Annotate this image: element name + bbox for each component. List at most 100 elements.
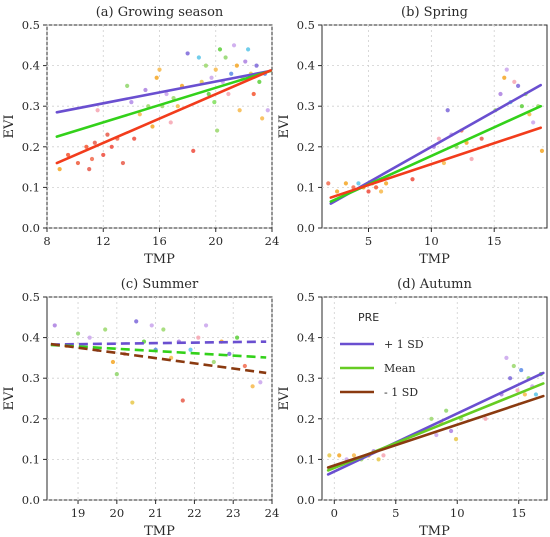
x-tick-label: 22 xyxy=(187,506,202,520)
x-tick-label: 16 xyxy=(152,234,167,248)
data-point xyxy=(175,104,180,109)
y-tick-label: 0.0 xyxy=(22,221,40,235)
data-point xyxy=(130,400,135,405)
y-tick-label: 0.5 xyxy=(297,18,315,32)
data-point xyxy=(150,124,155,129)
legend: PRE + 1 SD Mean - 1 SD xyxy=(336,307,424,399)
data-point xyxy=(223,55,228,60)
data-point xyxy=(508,376,513,381)
legend-entry-label: + 1 SD xyxy=(384,338,424,351)
data-point xyxy=(92,140,97,145)
data-point xyxy=(87,167,92,172)
data-point xyxy=(226,91,231,97)
data-point xyxy=(441,160,447,166)
data-point xyxy=(180,398,185,403)
data-point xyxy=(217,47,223,52)
data-point xyxy=(231,43,237,48)
x-tick-label: 24 xyxy=(265,506,280,520)
plot-frame xyxy=(321,24,548,229)
data-point xyxy=(149,323,154,328)
y-axis-label: EVI xyxy=(277,114,292,138)
regression-line-1 xyxy=(326,371,545,476)
chart-panel-3: 0.0 0.1 0.2 0.3 0.4 0.5 19 20 21 22 23 24 (c) Summer… xyxy=(2,277,279,537)
x-tick-label: 10 xyxy=(424,234,439,248)
x-tick-label: 23 xyxy=(226,506,241,520)
y-tick-label: 0.3 xyxy=(22,371,40,385)
data-point xyxy=(522,392,527,397)
data-point xyxy=(410,177,415,182)
x-tick-label: 5 xyxy=(365,234,372,248)
regression-line-3 xyxy=(326,394,545,469)
data-point xyxy=(250,384,255,389)
data-point xyxy=(533,392,539,397)
data-point xyxy=(57,167,62,172)
data-point xyxy=(334,189,340,194)
data-point xyxy=(157,67,162,72)
y-tick-label: 0.0 xyxy=(297,221,315,235)
y-tick-label: 0.0 xyxy=(22,493,40,507)
x-axis-label: TMP xyxy=(144,252,175,267)
y-tick-label: 0.3 xyxy=(297,371,315,385)
y-tick-label: 0.3 xyxy=(297,99,315,113)
data-point xyxy=(227,351,232,356)
data-point xyxy=(469,156,474,162)
data-point xyxy=(234,335,240,340)
x-tick-label: 19 xyxy=(71,506,86,520)
data-point xyxy=(326,181,331,186)
data-point xyxy=(164,91,169,97)
y-tick-label: 0.4 xyxy=(297,59,315,73)
y-tick-label: 0.1 xyxy=(297,180,315,194)
regression-line-1 xyxy=(50,340,267,346)
x-tick-label: 0 xyxy=(331,506,338,520)
data-point xyxy=(356,181,361,186)
data-point xyxy=(213,67,218,72)
data-point xyxy=(504,67,509,72)
data-point xyxy=(109,144,114,149)
data-point xyxy=(168,120,173,125)
chart-panel-1: 0.0 0.1 0.2 0.3 0.4 0.5 8 12 16 20 24 (a) Growing s… xyxy=(2,5,279,267)
data-point xyxy=(366,189,371,194)
x-tick-label: 15 xyxy=(487,234,502,248)
regression-line-2 xyxy=(50,343,267,359)
regression-line-3 xyxy=(55,69,272,165)
data-point xyxy=(203,63,209,68)
y-tick-label: 0.2 xyxy=(297,412,315,426)
data-point xyxy=(504,355,509,360)
y-tick-label: 0.5 xyxy=(22,18,40,32)
y-axis-label: EVI xyxy=(2,114,17,138)
regression-line-2 xyxy=(55,69,272,138)
data-point xyxy=(519,104,524,109)
regression-line-3 xyxy=(329,126,543,199)
y-tick-label: 0.0 xyxy=(297,493,315,507)
chart-panel-4: 0.0 0.1 0.2 0.3 0.4 0.5 0 5 10 15 (d) Autumn TMP EVI… xyxy=(277,277,548,537)
data-point xyxy=(498,91,503,97)
y-tick-label: 0.3 xyxy=(22,99,40,113)
data-point xyxy=(429,416,434,421)
x-tick-label: 20 xyxy=(208,234,223,248)
data-point xyxy=(376,457,381,462)
data-point xyxy=(229,71,234,76)
data-point xyxy=(191,148,196,153)
data-point xyxy=(265,108,270,113)
data-point xyxy=(110,359,116,365)
data-point xyxy=(75,160,81,166)
chart-panel-2: 0.0 0.1 0.2 0.3 0.4 0.5 5 10 15 (b) Spring TMP EVI xyxy=(277,5,548,267)
data-point xyxy=(502,75,507,80)
x-axis-label: TMP xyxy=(144,524,175,537)
data-point xyxy=(444,408,449,413)
data-point xyxy=(243,59,248,64)
x-tick-label: 15 xyxy=(511,506,526,520)
legend-entry-label: Mean xyxy=(384,362,415,375)
data-point xyxy=(120,160,126,166)
data-point xyxy=(539,148,545,153)
y-tick-label: 0.2 xyxy=(22,140,40,154)
data-point xyxy=(89,156,95,162)
panel-title: (b) Spring xyxy=(401,5,468,20)
data-point xyxy=(483,416,488,421)
x-axis-label: TMP xyxy=(419,252,450,267)
data-point xyxy=(196,55,201,60)
panel-title: (c) Summer xyxy=(121,277,199,292)
data-point xyxy=(196,335,201,340)
y-tick-label: 0.1 xyxy=(22,180,40,194)
